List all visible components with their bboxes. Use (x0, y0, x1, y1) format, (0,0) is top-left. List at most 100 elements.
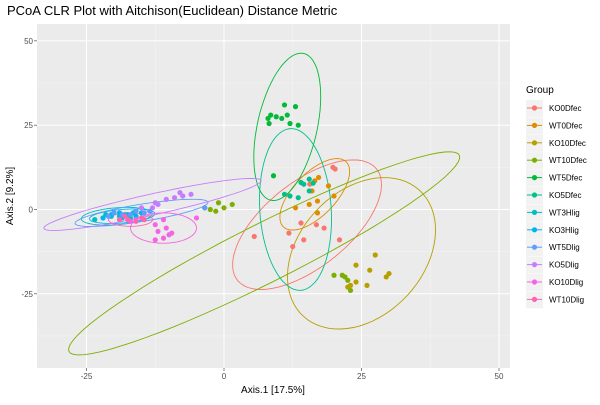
data-points (92, 102, 392, 294)
point-WT5Dlig (105, 213, 112, 219)
legend-item-KO10Dfec: KO10Dfec (526, 134, 586, 152)
point-KO10Dlig (193, 215, 200, 221)
point-WT10Dlig (116, 217, 123, 223)
ellipse-KO10Dfec (287, 177, 436, 330)
gridlines (37, 24, 510, 368)
y-tick-label: 0 (29, 205, 34, 214)
point-WT10Dlig (122, 213, 128, 219)
point-KO10Dlig (160, 235, 167, 241)
point-KO0Dfec (301, 237, 307, 243)
legend-key-point (531, 140, 538, 146)
x-axis-title: Axis.1 [17.5%] (241, 385, 305, 396)
point-KO10Dfec (372, 252, 378, 258)
x-tick-label: 50 (495, 372, 504, 381)
point-WT10Dlig (133, 218, 139, 224)
point-WT5Dfec (295, 122, 301, 128)
point-WT5Dlig (141, 210, 147, 216)
point-KO10Dfec (383, 274, 389, 280)
legend-label: KO0Dfec (549, 104, 581, 113)
x-tick-label: 0 (222, 372, 227, 381)
point-WT0Dfec (331, 193, 337, 199)
point-WT5Dlig (111, 210, 117, 216)
point-KO10Dlig (155, 228, 161, 235)
plot-panel (37, 24, 510, 368)
point-WT0Dfec (314, 198, 321, 204)
point-KO5Dlig (188, 191, 194, 197)
legend-label: WT5Dlig (549, 243, 580, 252)
point-KO5Dfec (281, 191, 288, 197)
point-KO5Dlig (171, 195, 178, 201)
legend-item-KO5Dlig: KO5Dlig (526, 256, 579, 274)
legend-item-WT5Dlig: WT5Dlig (526, 239, 580, 257)
point-WT10Dfec (207, 206, 213, 213)
legend-item-WT0Dfec: WT0Dfec (526, 117, 582, 135)
legend-label: KO5Dfec (549, 191, 581, 200)
point-KO10Dfec (364, 282, 370, 288)
point-KO3Hlig (100, 215, 106, 221)
chart-title: PCoA CLR Plot with Aitchison(Euclidean) … (7, 3, 338, 18)
point-KO0Dfec (313, 222, 319, 228)
ellipse-KO5Dlig (43, 177, 262, 231)
ellipse-KO5Dfec (259, 128, 332, 291)
point-WT5Dlig (133, 208, 139, 214)
legend-item-WT3Hlig: WT3Hlig (526, 204, 580, 222)
point-WT10Dfec (221, 205, 227, 211)
legend-key-point (531, 192, 538, 198)
point-WT5Dlig (127, 211, 134, 218)
point-KO5Dlig (163, 196, 169, 202)
point-KO0Dfec (298, 220, 304, 226)
ellipse-WT0Dfec (279, 158, 351, 231)
point-WT0Dfec (325, 183, 332, 189)
x-tick-label: 25 (357, 372, 366, 381)
legend-label: WT10Dfec (549, 156, 587, 165)
point-KO10Dfec (353, 262, 359, 268)
point-KO5Dfec (306, 176, 312, 182)
point-KO5Dfec (310, 180, 316, 186)
legend: Group KO0Dfec WT0Dfec KO10Dfec WT10Dfec WT5D… (526, 85, 587, 309)
point-WT10Dfec (339, 272, 345, 278)
y-axis-ticks: -25 0 25 50 (21, 37, 37, 299)
legend-item-WT10Dfec: WT10Dfec (526, 152, 587, 170)
point-KO0Dfec (332, 166, 338, 172)
point-WT5Dfec (273, 114, 279, 120)
legend-item-WT10Dlig: WT10Dlig (526, 291, 584, 309)
legend-key-point (531, 105, 538, 111)
y-tick-label: 50 (24, 37, 33, 46)
point-WT10Dfec (345, 277, 351, 283)
legend-title: Group (526, 85, 554, 96)
point-WT5Dfec (279, 115, 285, 122)
point-KO10Dlig (163, 225, 169, 231)
legend-label: WT5Dfec (549, 174, 582, 183)
legend-item-WT5Dfec: WT5Dfec (526, 169, 582, 187)
legend-key-point (531, 122, 538, 128)
point-WT0Dfec (314, 210, 321, 216)
point-KO5Dlig (177, 190, 183, 196)
point-KO10Dfec (353, 279, 359, 285)
point-WT5Dlig (202, 205, 208, 211)
y-tick-label: 25 (24, 121, 33, 130)
legend-label: KO10Dfec (549, 139, 586, 148)
point-WT5Dfec (266, 120, 272, 127)
y-axis-title: Axis.2 [9.2%] (5, 167, 16, 226)
point-WT0Dfec (316, 174, 322, 181)
point-KO10Dlig (160, 217, 167, 223)
ellipse-WT10Dfec (68, 151, 461, 356)
point-WT10Dfec (347, 287, 354, 294)
legend-label: WT3Hlig (549, 208, 580, 217)
legend-label: KO5Dlig (549, 261, 579, 270)
point-KO10Dlig (152, 222, 158, 228)
point-KO5Dfec (301, 181, 307, 187)
point-WT5Dfec (284, 112, 290, 118)
point-WT10Dfec (213, 208, 219, 214)
x-axis-ticks: -25 0 25 50 (81, 368, 504, 381)
ellipse-WT5Dfec (253, 52, 322, 201)
point-WT10Dfec (215, 200, 222, 206)
x-tick-label: -25 (81, 372, 93, 381)
point-WT0Dfec (292, 205, 299, 211)
point-KO5Dfec (295, 195, 301, 201)
point-WT10Dfec (229, 201, 235, 208)
legend-item-KO3Hlig: KO3Hlig (526, 221, 579, 239)
point-KO0Dfec (321, 225, 327, 231)
